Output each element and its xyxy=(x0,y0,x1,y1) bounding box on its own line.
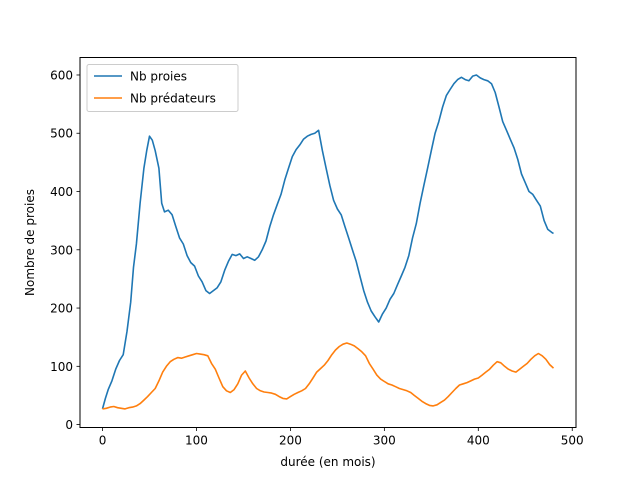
legend-label-nb-proies: Nb proies xyxy=(130,70,187,84)
x-tick-label: 500 xyxy=(561,434,584,448)
y-tick-label: 100 xyxy=(50,360,73,374)
x-tick-label: 200 xyxy=(279,434,302,448)
x-axis-label: durée (en mois) xyxy=(280,455,375,469)
x-tick-label: 100 xyxy=(185,434,208,448)
x-axis-ticks: 0 100 200 300 400 500 xyxy=(99,427,584,448)
y-tick-label: 300 xyxy=(50,243,73,257)
x-tick-label: 400 xyxy=(467,434,490,448)
series-line-nb-proies xyxy=(101,74,554,410)
y-axis-ticks: 0 100 200 300 400 500 600 xyxy=(50,68,80,432)
y-tick-label: 400 xyxy=(50,185,73,199)
series-layer xyxy=(101,74,555,410)
legend-label-nb-predateurs: Nb prédateurs xyxy=(130,92,216,106)
y-tick-label: 0 xyxy=(65,418,73,432)
legend: Nb proies Nb prédateurs xyxy=(86,64,239,112)
legend-box xyxy=(86,64,239,112)
plot-frame xyxy=(79,57,577,428)
x-tick-label: 300 xyxy=(373,434,396,448)
y-axis-label: Nombre de proies xyxy=(23,189,37,296)
y-tick-label: 200 xyxy=(50,302,73,316)
series-line-nb-predateurs xyxy=(102,342,555,410)
x-tick-label: 0 xyxy=(99,434,107,448)
y-tick-label: 600 xyxy=(50,68,73,82)
y-tick-label: 500 xyxy=(50,127,73,141)
